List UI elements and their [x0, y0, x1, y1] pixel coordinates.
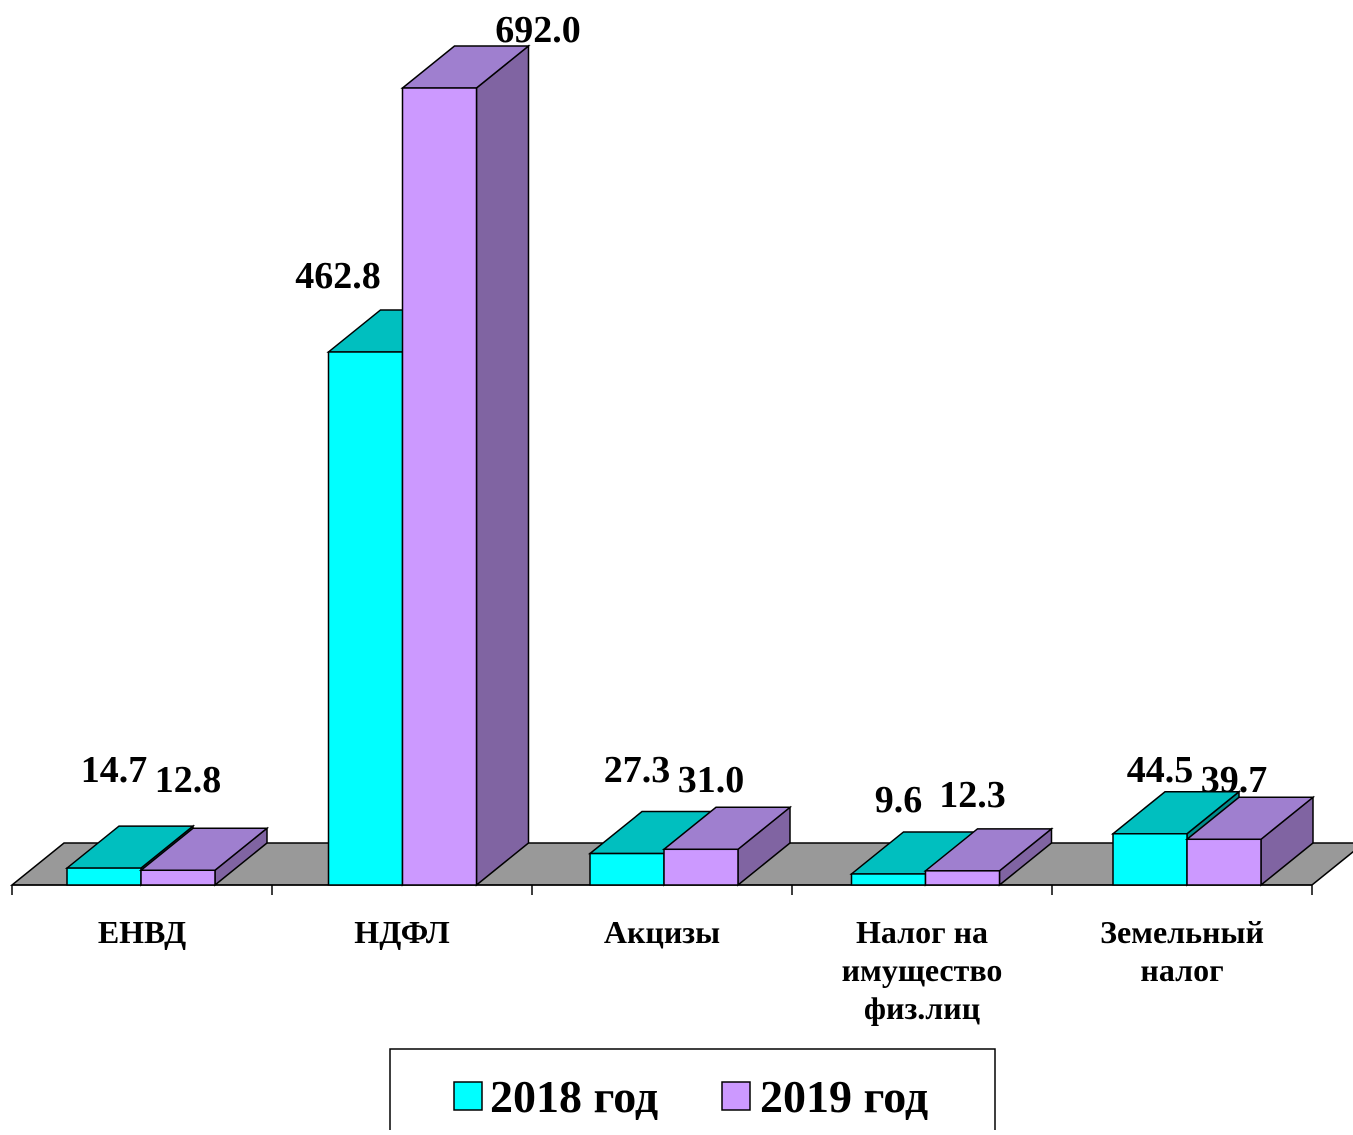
bar-2019 [923, 827, 1054, 887]
bar-front-face [924, 870, 1001, 886]
bar-front-face [589, 852, 665, 886]
category-label: Земельный налог [1100, 914, 1264, 988]
bar-front-face [401, 87, 478, 886]
legend-label: 2019 год [760, 1071, 928, 1122]
bar-front-face [140, 869, 216, 886]
data-label: 44.5 [1127, 749, 1194, 791]
data-label: 12.3 [939, 774, 1006, 816]
x-axis: ЕНВД НДФЛ Акцизы Налог на имущество физ.лиц Зе… [11, 884, 1313, 1026]
category-label: Акцизы [604, 914, 720, 950]
category-label: ЕНВД [98, 914, 186, 950]
legend-swatch [721, 1081, 751, 1111]
legend-box [389, 1048, 996, 1135]
data-label: 31.0 [678, 759, 745, 801]
category-label: Налог на имущество физ.лиц [842, 914, 1003, 1026]
legend-label: 2018 год [490, 1071, 658, 1122]
legend: 2018 год 2019 год [389, 1048, 996, 1135]
data-label: 9.6 [875, 779, 923, 821]
legend-swatch [453, 1081, 483, 1111]
data-label: 27.3 [604, 749, 671, 791]
data-labels: 14.7 12.8 462.8 692.0 27.3 31.0 9.6 12.3 44.5 39.… [81, 9, 1268, 821]
bar-2019 [138, 826, 270, 887]
data-label: 39.7 [1201, 759, 1268, 801]
bars [64, 44, 1316, 887]
bar-side-face [475, 44, 530, 887]
bar-front-face [327, 351, 404, 886]
data-label: 692.0 [495, 9, 581, 51]
bar-front-face [850, 873, 927, 886]
bar-2019 [661, 805, 793, 887]
bar-front-face [663, 848, 739, 886]
data-label: 14.7 [81, 749, 148, 791]
bar-2019 [1184, 795, 1316, 887]
bar-front-face [66, 867, 142, 886]
category-label: НДФЛ [354, 914, 450, 950]
data-label: 12.8 [155, 759, 222, 801]
bar-2019 [400, 44, 531, 887]
bar-front-face [1186, 838, 1262, 886]
data-label: 462.8 [295, 255, 381, 297]
bar-front-face [1112, 832, 1188, 886]
